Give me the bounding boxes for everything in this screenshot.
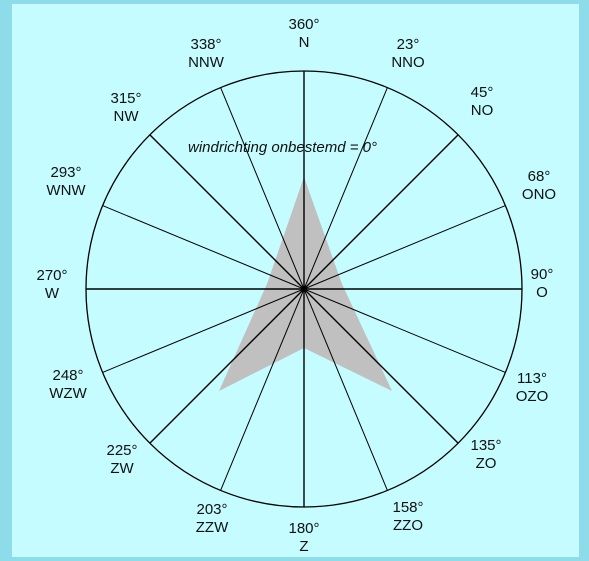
label-ono: 68° ONO	[509, 168, 569, 204]
direction-name: WNW	[46, 182, 86, 199]
label-o: 90° O	[512, 266, 572, 302]
degree: 293°	[50, 164, 82, 181]
degree: 113°	[517, 370, 547, 387]
degree: 158°	[392, 499, 424, 516]
degree: 23°	[396, 36, 420, 53]
degree: 315°	[110, 90, 142, 107]
label-no: 45° NO	[452, 84, 512, 120]
degree: 45°	[470, 84, 494, 101]
direction-name: O	[536, 284, 548, 301]
direction-name: ONO	[521, 186, 557, 203]
wind-rose-canvas: windrichting onbestemd = 0° 360° N 23° NNO…	[12, 4, 579, 557]
label-z: 180° Z	[274, 520, 334, 556]
label-zzo: 158° ZZO	[378, 499, 438, 535]
center-dot	[301, 286, 307, 292]
degree: 360°	[288, 16, 320, 33]
undefined-direction-note: windrichting onbestemd = 0°	[188, 139, 378, 156]
degree: 225°	[106, 442, 138, 459]
direction-name: W	[44, 285, 60, 302]
direction-name: ZZO	[393, 517, 423, 534]
label-n: 360° N	[274, 16, 334, 52]
wind-rose	[85, 70, 523, 508]
label-nno: 23° NNO	[378, 36, 438, 72]
degree: 180°	[288, 520, 320, 537]
label-w: 270° W	[22, 267, 82, 303]
direction-name: OZO	[515, 388, 549, 405]
label-wnw: 293° WNW	[36, 164, 96, 200]
degree: 338°	[190, 36, 222, 53]
label-nw: 315° NW	[96, 90, 156, 126]
wind-arrow	[219, 177, 392, 391]
label-wzw: 248° WZW	[38, 367, 98, 403]
degree: 68°	[527, 168, 551, 185]
direction-name: ZZW	[195, 519, 229, 536]
label-nnw: 338° NNW	[176, 36, 236, 72]
degree: 248°	[52, 367, 84, 384]
direction-name: ZO	[475, 455, 497, 472]
label-zo: 135° ZO	[456, 437, 516, 473]
label-ozo: 113° OZO	[502, 370, 562, 406]
direction-name: NNW	[188, 54, 224, 71]
direction-name: NW	[113, 108, 139, 125]
compass-spokes	[86, 71, 522, 507]
label-zw: 225° ZW	[92, 442, 152, 478]
label-zzw: 203° ZZW	[182, 501, 242, 537]
degree: 203°	[196, 501, 228, 518]
degree: 270°	[36, 267, 68, 284]
direction-name: ZW	[110, 460, 134, 477]
degree: 90°	[530, 266, 554, 283]
direction-name: Z	[299, 538, 309, 555]
direction-name: NO	[470, 102, 494, 119]
direction-name: N	[298, 34, 310, 51]
direction-name: NNO	[391, 54, 425, 71]
degree: 135°	[470, 437, 502, 454]
direction-name: WZW	[49, 385, 87, 402]
